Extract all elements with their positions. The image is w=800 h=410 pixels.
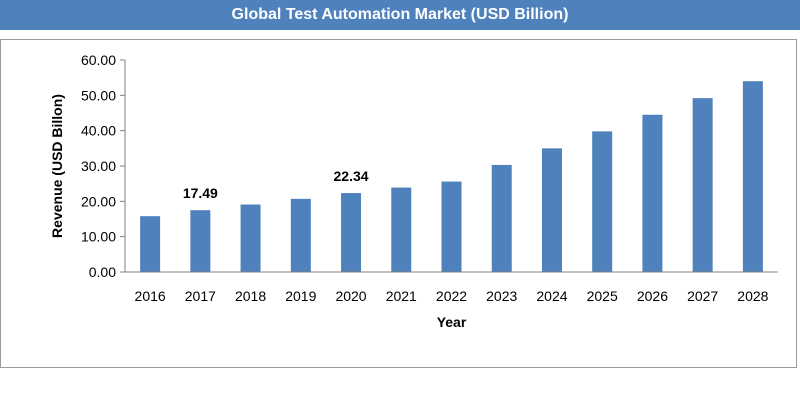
- x-tick-label: 2026: [637, 288, 668, 304]
- x-tick-label: 2025: [587, 288, 618, 304]
- x-tick-label: 2028: [737, 288, 768, 304]
- bar-2021: [391, 187, 412, 272]
- chart-title-bar: Global Test Automation Market (USD Billi…: [0, 0, 800, 30]
- y-tick-label: 50.00: [81, 87, 116, 103]
- bar-series: [140, 81, 763, 273]
- bar-2028: [742, 81, 763, 272]
- y-tick-label: 0.00: [89, 264, 116, 280]
- data-label-2017: 17.49: [183, 185, 218, 201]
- y-tick-label: 60.00: [81, 52, 116, 68]
- y-axis-title: Revenue (USD Billon): [49, 94, 65, 238]
- bar-2018: [240, 204, 261, 272]
- bar-2026: [642, 114, 663, 273]
- x-tick-label: 2027: [687, 288, 718, 304]
- x-tick-label: 2023: [486, 288, 517, 304]
- x-tick-label: 2017: [185, 288, 216, 304]
- bar-2025: [592, 131, 613, 272]
- bar-2024: [541, 148, 562, 272]
- bar-2017: [190, 210, 211, 272]
- x-tick-label: 2018: [235, 288, 266, 304]
- bar-2022: [441, 181, 462, 272]
- x-tick-label: 2016: [135, 288, 166, 304]
- bar-2016: [140, 216, 161, 272]
- bar-2023: [491, 164, 512, 272]
- x-tick-label: 2021: [386, 288, 417, 304]
- bar-2019: [290, 198, 311, 272]
- data-labels: 17.49 22.34: [183, 168, 369, 201]
- y-tick-label: 10.00: [81, 229, 116, 245]
- x-axis-title: Year: [437, 314, 467, 330]
- data-label-2020: 22.34: [334, 168, 369, 184]
- y-tick-label: 20.00: [81, 193, 116, 209]
- y-tick-label: 40.00: [81, 123, 116, 139]
- y-axis: 0.00 10.00 20.00 30.00 40.00 50.00 60.00: [81, 52, 125, 280]
- x-tick-label: 2024: [536, 288, 567, 304]
- y-tick-label: 30.00: [81, 158, 116, 174]
- x-axis: 2016 2017 2018 2019 2020 2021 2022 2023 2024 2025…: [135, 288, 769, 304]
- x-tick-label: 2019: [285, 288, 316, 304]
- x-tick-label: 2022: [436, 288, 467, 304]
- bar-2020: [341, 193, 362, 272]
- chart-title: Global Test Automation Market (USD Billi…: [231, 6, 569, 23]
- x-tick-label: 2020: [335, 288, 366, 304]
- bar-2027: [692, 98, 713, 272]
